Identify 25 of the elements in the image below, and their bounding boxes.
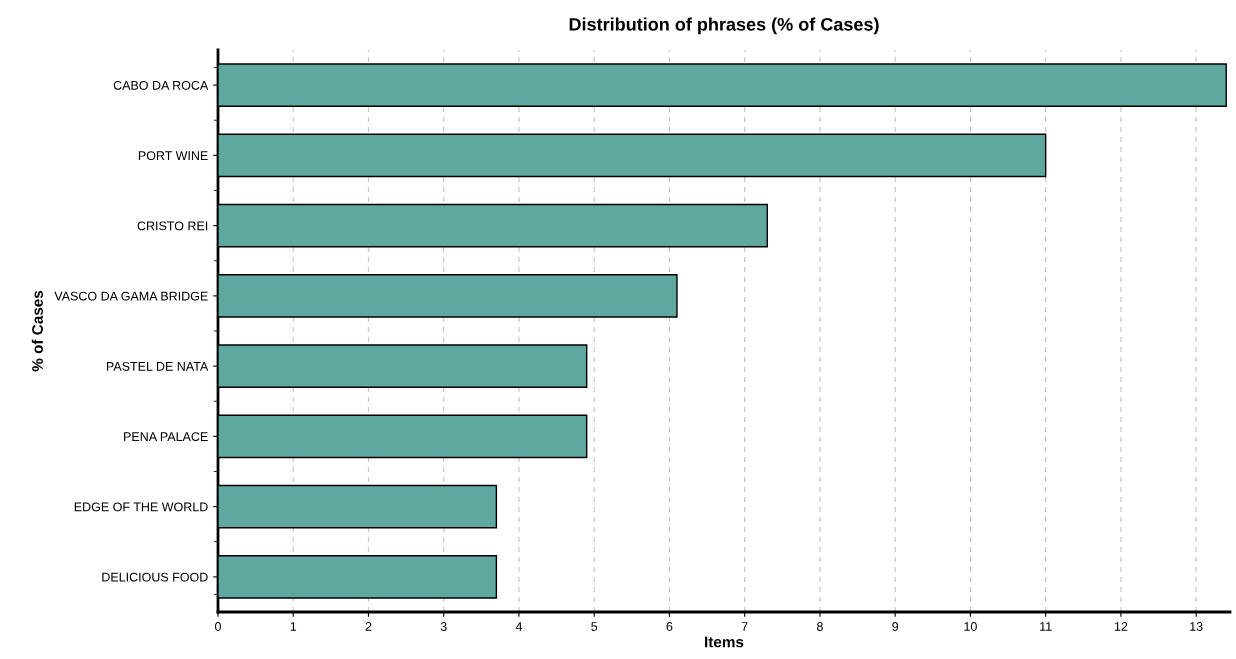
y-tick-label: DELICIOUS FOOD <box>102 572 208 582</box>
y-tick-label: VASCO DA GAMA BRIDGE <box>54 291 208 301</box>
y-tick-label: PASTEL DE NATA <box>106 361 209 371</box>
x-tick-label: 13 <box>1190 622 1203 631</box>
y-tick-label: PORT WINE <box>138 151 208 161</box>
x-tick-label: 10 <box>964 622 977 631</box>
y-tick-label: EDGE OF THE WORLD <box>74 502 208 512</box>
y-tick-label: CRISTO REI <box>137 221 208 231</box>
x-tick-label: 8 <box>817 622 823 631</box>
x-tick-label: 12 <box>1114 622 1128 631</box>
x-tick-label: 4 <box>515 622 523 631</box>
y-tick-label: PENA PALACE <box>124 432 208 442</box>
x-tick-label: 7 <box>741 622 748 631</box>
x-tick-label: 5 <box>591 622 598 631</box>
x-tick-label: 9 <box>892 622 899 631</box>
y-axis-title: % of Cases <box>31 290 43 372</box>
y-tick-label: CABO DA ROCA <box>113 80 209 90</box>
x-tick-label: 6 <box>666 622 673 631</box>
chart-title: Distribution of phrases (% of Cases) <box>569 17 879 35</box>
x-tick-label: 2 <box>365 622 372 631</box>
x-tick-label: 3 <box>440 622 447 631</box>
x-tick-label: 11 <box>1040 622 1052 631</box>
x-axis-title: Items <box>705 636 744 648</box>
x-tick-label: 1 <box>290 622 297 631</box>
x-tick-label: 0 <box>215 622 221 631</box>
